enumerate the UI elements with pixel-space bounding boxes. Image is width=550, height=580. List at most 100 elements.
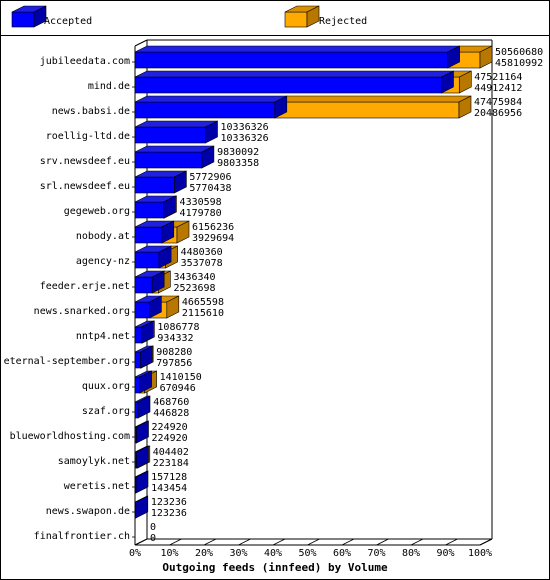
- bar-accepted-news.swapon.de: [134, 495, 149, 519]
- bar-group-news.swapon.de: [134, 495, 149, 519]
- bar-rejected-news.babsi.de-side: [458, 95, 472, 119]
- bar-accepted-blueworldhosting.com: [134, 420, 149, 444]
- value-label-offered-nntp4.net: 1086778: [157, 322, 199, 333]
- x-tick-10: [479, 538, 493, 546]
- bar-accepted-mind.de: [134, 70, 454, 94]
- legend-swatch-rejected: [284, 5, 320, 28]
- bar-accepted-mind.de-front: [134, 76, 442, 94]
- category-label-srv.newsdeef.eu: srv.newsdeef.eu: [40, 156, 130, 167]
- bar-accepted-news.babsi.de-front: [134, 101, 276, 119]
- x-tick-6: [341, 538, 355, 546]
- bar-rejected-news.babsi.de: [274, 95, 472, 119]
- x-tick-label-6: 60%: [333, 548, 351, 559]
- bar-accepted-nntp4.net-side: [141, 320, 154, 344]
- value-label-offered-eternal-september.org: 908280: [156, 347, 192, 358]
- category-label-gegeweb.org: gegeweb.org: [64, 206, 130, 217]
- bar-accepted-srv.newsdeef.eu: [134, 145, 215, 169]
- bar-accepted-nntp4.net: [134, 320, 154, 344]
- bar-group-nntp4.net: [134, 320, 155, 344]
- x-tick-label-3: 30%: [229, 548, 247, 559]
- x-tick-label-2: 20%: [195, 548, 213, 559]
- x-tick-9: [445, 538, 458, 546]
- bar-accepted-eternal-september.org-front: [134, 351, 141, 369]
- value-label-offered-news.snarked.org: 4665598: [182, 297, 224, 308]
- value-label-offered-roellig-ltd.de: 10336326: [221, 122, 269, 133]
- legend: Accepted Rejected: [11, 5, 367, 28]
- bar-accepted-samoylyk.net-side: [136, 445, 149, 469]
- value-label-offered-blueworldhosting.com: 224920: [152, 422, 188, 433]
- bar-group-szaf.org: [134, 395, 151, 419]
- value-label-offered-news.swapon.de: 123236: [151, 497, 187, 508]
- x-tick-label-7: 70%: [367, 548, 385, 559]
- bar-accepted-jubileedata.com-top: [134, 45, 460, 53]
- bar-accepted-gegeweb.org-front: [134, 201, 164, 219]
- bar-accepted-quux.org-side: [139, 370, 152, 394]
- bar-group-weretis.net: [134, 470, 149, 494]
- x-tick-5: [307, 538, 320, 546]
- bar-group-srl.newsdeef.eu: [134, 170, 187, 194]
- bar-group-mind.de: [134, 70, 472, 94]
- category-label-jubileedata.com: jubileedata.com: [40, 56, 130, 67]
- legend-swatch-rejected-box: [284, 5, 320, 28]
- bar-accepted-jubileedata.com-side: [447, 45, 460, 69]
- category-label-mind.de: mind.de: [88, 81, 130, 92]
- bar-accepted-jubileedata.com: [134, 45, 460, 69]
- bar-accepted-roellig-ltd.de: [134, 120, 218, 144]
- bar-accepted-blueworldhosting.com-side: [136, 420, 149, 444]
- bar-group-agency-nz: [134, 245, 178, 269]
- legend-accepted: Accepted: [11, 5, 92, 28]
- bar-accepted-nobody.at-side: [161, 220, 175, 244]
- value-label-accepted-gegeweb.org: 4179780: [180, 208, 222, 219]
- bar-group-gegeweb.org: [134, 195, 177, 219]
- bar-accepted-nobody.at-front: [134, 226, 163, 244]
- bar-accepted-mind.de-top: [134, 70, 454, 78]
- bar-group-roellig-ltd.de: [134, 120, 218, 144]
- value-label-accepted-nobody.at: 3929694: [192, 233, 234, 244]
- category-label-news.babsi.de: news.babsi.de: [52, 106, 130, 117]
- bar-rejected-news.babsi.de-top: [274, 95, 472, 103]
- x-tick-label-10: 100%: [468, 548, 492, 559]
- bar-accepted-news.snarked.org-side: [149, 295, 162, 319]
- bar-rejected-nobody.at-side: [176, 220, 190, 244]
- value-label-accepted-eternal-september.org: 797856: [156, 358, 192, 369]
- bar-group-srv.newsdeef.eu: [134, 145, 215, 169]
- value-label-accepted-jubileedata.com: 45810992: [495, 58, 543, 69]
- value-label-offered-szaf.org: 468760: [153, 397, 189, 408]
- category-label-roellig-ltd.de: roellig-ltd.de: [46, 131, 130, 142]
- value-label-accepted-mind.de: 44912412: [474, 83, 522, 94]
- value-label-accepted-srl.newsdeef.eu: 5770438: [189, 183, 231, 194]
- x-tick-4: [272, 538, 286, 546]
- value-label-offered-srl.newsdeef.eu: 5772906: [189, 172, 231, 183]
- value-label-offered-finalfrontier.ch: 0: [150, 522, 156, 533]
- x-tick-label-5: 50%: [298, 548, 316, 559]
- category-label-srl.newsdeef.eu: srl.newsdeef.eu: [40, 181, 130, 192]
- value-label-accepted-quux.org: 670946: [160, 383, 196, 394]
- value-label-offered-agency-nz: 4480360: [181, 247, 223, 258]
- bar-rejected-mind.de-side: [458, 70, 472, 94]
- value-label-offered-jubileedata.com: 50560680: [495, 47, 543, 58]
- bar-rejected-news.babsi.de-front: [274, 101, 460, 119]
- value-label-offered-weretis.net: 157128: [151, 472, 187, 483]
- bar-accepted-feeder.erje.net-front: [134, 276, 153, 294]
- value-label-offered-srv.newsdeef.eu: 9830092: [217, 147, 259, 158]
- bar-accepted-srv.newsdeef.eu-side: [201, 145, 215, 169]
- bar-group-quux.org: [134, 370, 157, 394]
- legend-swatch-accepted-box-side: [33, 5, 47, 28]
- value-label-offered-mind.de: 47521164: [474, 72, 522, 83]
- bar-accepted-agency-nz-front: [134, 251, 160, 269]
- bar-accepted-news.snarked.org-front: [134, 301, 150, 319]
- axis-corner-top: [134, 39, 148, 47]
- bar-rejected-jubileedata.com-side: [479, 45, 493, 69]
- bar-accepted-szaf.org-front: [134, 401, 139, 419]
- bar-accepted-nobody.at: [134, 220, 175, 244]
- bar-accepted-news.babsi.de-side: [274, 95, 288, 119]
- legend-swatch-accepted-box-front: [11, 11, 35, 28]
- category-label-feeder.erje.net: feeder.erje.net: [40, 281, 130, 292]
- bar-accepted-roellig-ltd.de-side: [205, 120, 218, 144]
- x-tick-label-0: 0%: [129, 548, 141, 559]
- bar-group-blueworldhosting.com: [134, 420, 149, 444]
- x-tick-labels: 0% 10% 20% 30% 40% 50% 60% 70% 80% 90% 100%: [129, 548, 492, 559]
- legend-swatch-rejected-box-front: [284, 11, 308, 28]
- bar-accepted-news.swapon.de-side: [135, 495, 149, 519]
